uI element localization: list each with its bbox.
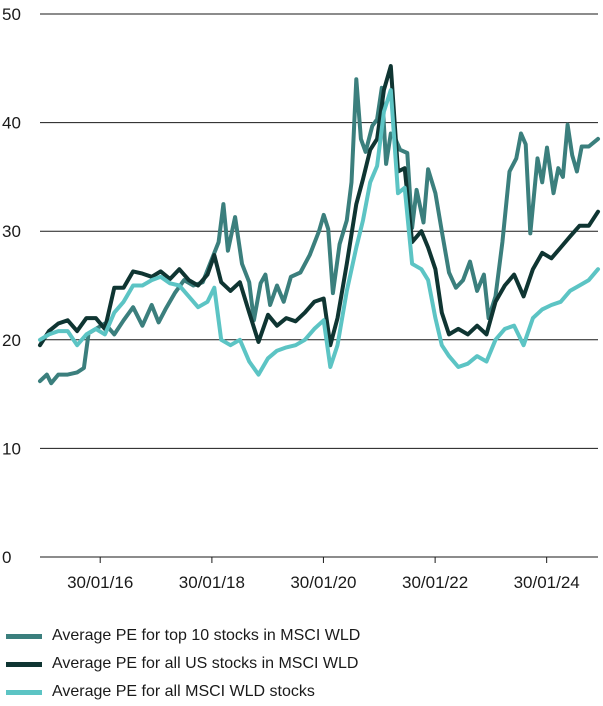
y-tick-label: 20	[2, 331, 21, 350]
x-tick-label: 30/01/22	[402, 573, 468, 592]
legend-item-top10: Average PE for top 10 stocks in MSCI WLD	[6, 622, 360, 650]
legend-label-us-stocks: Average PE for all US stocks in MSCI WLD	[52, 655, 359, 672]
legend-label-top10: Average PE for top 10 stocks in MSCI WLD	[52, 627, 361, 644]
legend-swatch-all-stocks	[6, 689, 42, 695]
series-lines	[38, 64, 600, 386]
legend-label-all-stocks: Average PE for all MSCI WLD stocks	[52, 683, 315, 700]
legend-item-all-stocks: Average PE for all MSCI WLD stocks	[6, 678, 360, 706]
x-axis: 30/01/16 30/01/18 30/01/20 30/01/22 30/01/24	[40, 556, 598, 592]
series-line-top10	[38, 77, 600, 386]
x-tick-label: 30/01/24	[514, 573, 580, 592]
y-tick-label: 10	[2, 439, 21, 458]
y-tick-label: 50	[2, 5, 21, 24]
y-tick-label: 40	[2, 114, 21, 133]
legend-item-us-stocks: Average PE for all US stocks in MSCI WLD	[6, 650, 360, 678]
y-tick-label: 30	[2, 222, 21, 241]
x-tick-label: 30/01/18	[179, 573, 245, 592]
y-axis-tick-labels: 0 10 20 30 40 50	[2, 5, 21, 567]
series-line-all-stocks	[38, 88, 600, 377]
legend: Average PE for top 10 stocks in MSCI WLD…	[6, 622, 360, 706]
legend-swatch-us-stocks	[6, 661, 42, 667]
series-line-us-stocks	[38, 64, 600, 348]
legend-swatch-top10	[6, 633, 42, 639]
x-tick-label: 30/01/16	[67, 573, 133, 592]
x-tick-label: 30/01/20	[290, 573, 356, 592]
y-tick-label: 0	[2, 548, 11, 567]
